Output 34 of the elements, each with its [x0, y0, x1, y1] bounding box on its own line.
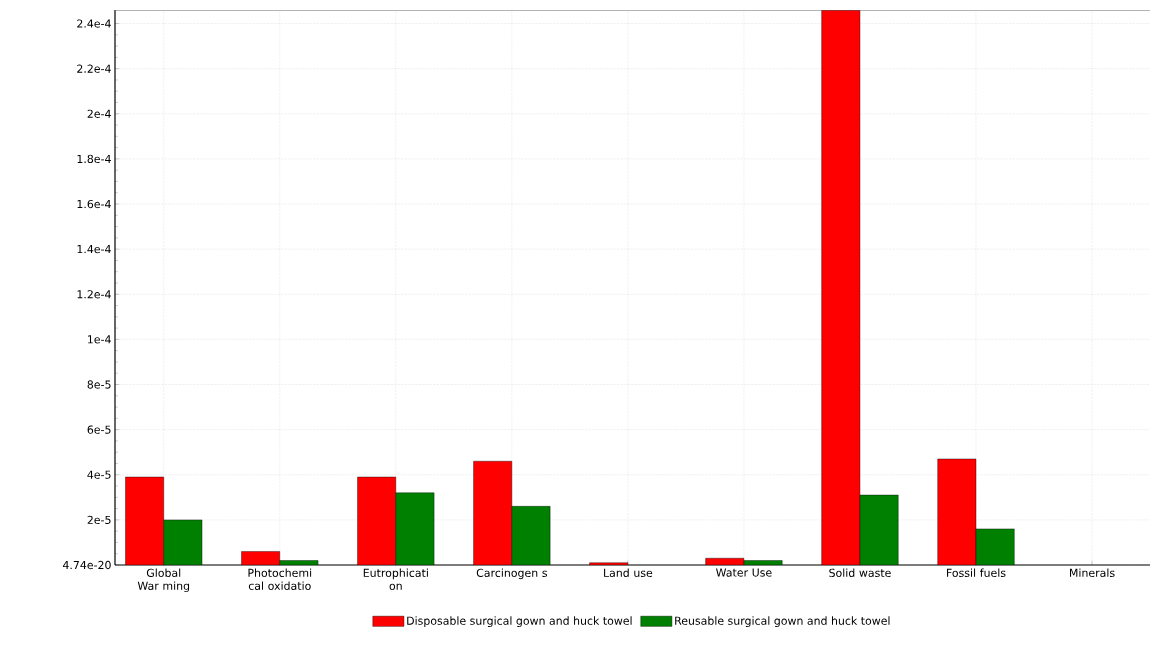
x-tick-label: Global War ming [137, 568, 190, 593]
y-tick-label: 1.2e-4 [77, 290, 111, 299]
bar [859, 494, 899, 565]
x-tick-label: Eutrophicati on [363, 568, 428, 590]
y-tick-label: 4e-5 [87, 470, 111, 479]
x-tick-label: Minerals [1070, 568, 1115, 577]
y-tick-label: 6e-5 [87, 425, 111, 434]
bar [821, 9, 861, 565]
bar [125, 476, 164, 565]
y-tick-label: 1.4e-4 [77, 245, 111, 254]
legend-label: Reusable surgical gown and huck towel [675, 616, 890, 627]
bar [357, 476, 397, 565]
y-tick-label: 2.4e-4 [77, 19, 111, 28]
y-tick-label: 2e-5 [87, 515, 111, 525]
y-tick-label: 4.74e-20 [62, 560, 111, 570]
y-tick-label: 1.6e-4 [77, 199, 111, 209]
bar [395, 492, 435, 565]
x-tick-label: Land use [604, 568, 653, 577]
bar [163, 519, 203, 565]
y-tick-label: 2.2e-4 [77, 64, 111, 73]
bar [937, 458, 977, 565]
y-tick-label: 2e-4 [87, 109, 111, 118]
legend-label: Disposable surgical gown and huck towel [407, 616, 632, 627]
x-tick-label: Carcinogen s [476, 568, 547, 580]
x-tick-label: Photochemi cal oxidatio [248, 568, 312, 590]
y-tick-label: 8e-5 [87, 380, 111, 389]
bar [473, 461, 513, 565]
bar [511, 506, 551, 565]
x-tick-label: Solid waste [829, 568, 891, 577]
y-tick-label: 1e-4 [88, 335, 111, 344]
x-tick-label: Fossil fuels [947, 568, 1006, 577]
x-tick-label: Water Use [716, 568, 772, 577]
y-tick-label: 1.8e-4 [77, 154, 111, 164]
bar [975, 528, 1015, 565]
